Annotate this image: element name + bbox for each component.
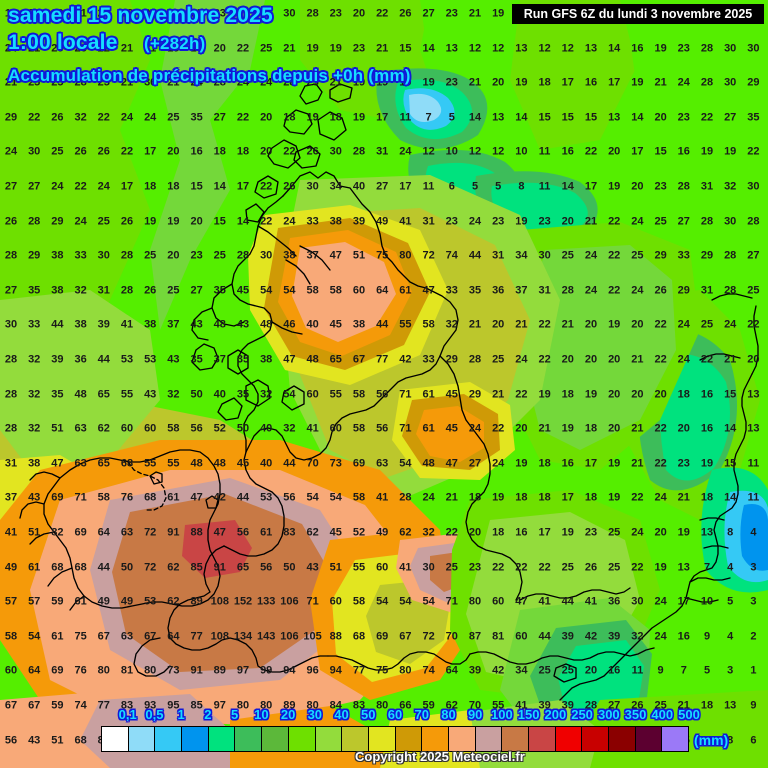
color-scale-swatch [102, 727, 129, 751]
color-scale-tick: 20 [280, 707, 296, 722]
color-scale-swatch [288, 727, 316, 751]
color-scale-swatch [448, 727, 476, 751]
color-scale-swatch [208, 727, 236, 751]
color-scale-swatch [395, 727, 423, 751]
color-scale-tick: 400 [651, 707, 674, 722]
color-scale-swatch [662, 727, 689, 751]
color-scale-tick: 1 [177, 707, 185, 722]
color-scale-tick: 80 [441, 707, 456, 722]
color-scale-tick: 100 [491, 707, 513, 722]
forecast-hour-label: (+282h) [144, 34, 206, 53]
color-scale-tick: 0,1 [118, 707, 137, 722]
color-scale-swatch [315, 727, 343, 751]
color-scale-swatch [422, 727, 449, 751]
color-scale-swatch [582, 727, 610, 751]
color-scale-bar [101, 726, 689, 752]
color-scale-swatch [475, 727, 503, 751]
color-scale-tick: 300 [597, 707, 620, 722]
color-scale-tick: 2 [204, 707, 212, 722]
copyright-label: Copyright 2025 Meteociel.fr [355, 749, 525, 764]
color-scale-swatch [342, 727, 369, 751]
color-scale-swatch [502, 727, 529, 751]
color-scale-swatch [235, 727, 263, 751]
color-scale-swatch [635, 727, 663, 751]
color-scale-tick: 500 [678, 707, 700, 722]
color-scale-tick: 5 [231, 707, 239, 722]
color-scale-tick: 150 [517, 707, 540, 722]
parameter-label: Accumulation de précipitations depuis +0… [8, 66, 411, 85]
color-scale-tick: 350 [624, 707, 647, 722]
color-scale-swatch [368, 727, 396, 751]
color-scale-tick: 30 [307, 707, 323, 722]
color-scale-swatch [609, 727, 636, 751]
color-scale-legend: 0,1 0,5 1 2 5 10 20 30 40 50 60 70 80 90 100 150 200 250 3… [101, 707, 700, 752]
color-scale-tick: 50 [361, 707, 376, 722]
color-scale-tick: 200 [544, 707, 567, 722]
model-run-label: Run GFS 6Z du lundi 3 novembre 2025 [523, 7, 753, 21]
color-scale-tick: 250 [571, 707, 593, 722]
color-scale-tick: 60 [387, 707, 403, 722]
color-scale-tick: 70 [414, 707, 429, 722]
color-scale-swatch [128, 727, 156, 751]
color-scale-tick: 40 [334, 707, 349, 722]
color-scale-tick: 10 [254, 707, 269, 722]
color-scale-ticks: 0,1 0,5 1 2 5 10 20 30 40 50 60 70 80 90 100 150 200 250 3… [101, 707, 700, 726]
color-scale-tick: 0,5 [145, 707, 164, 722]
unit-label: (mm) [694, 732, 729, 748]
model-run-banner: Run GFS 6Z du lundi 3 novembre 2025 [512, 4, 764, 24]
color-scale-swatch [529, 727, 556, 751]
color-scale-swatch [262, 727, 289, 751]
color-scale-swatch [555, 727, 583, 751]
color-scale-swatch [182, 727, 209, 751]
color-scale-swatch [155, 727, 183, 751]
forecast-date-label: samedi 15 novembre 2025 [8, 4, 273, 27]
forecast-time-label: 1:00 locale [8, 31, 118, 54]
color-scale-tick: 90 [467, 707, 483, 722]
